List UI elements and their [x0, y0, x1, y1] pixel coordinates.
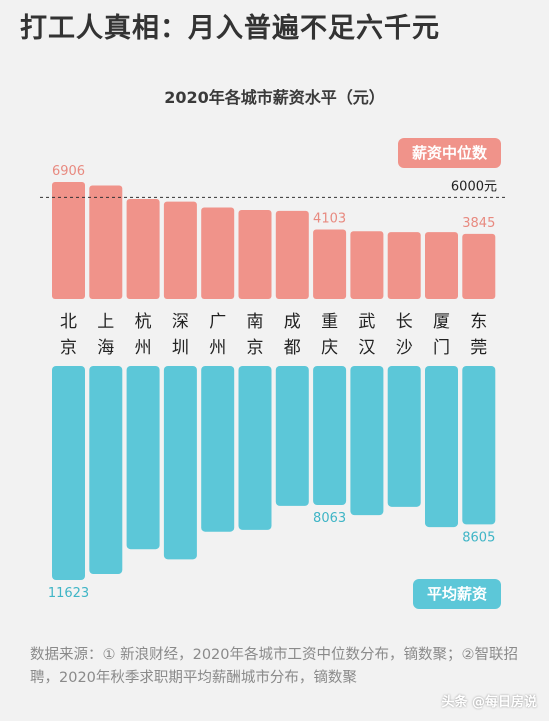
- average-value-label-11: 8605: [462, 530, 495, 545]
- city-label-9-0: 长: [396, 312, 413, 332]
- city-label-2-1: 州: [135, 338, 152, 358]
- median-bar-7: [313, 229, 347, 299]
- median-bar-2: [126, 199, 160, 299]
- median-bar-6: [275, 210, 309, 299]
- watermark: 头条 @每日房说: [441, 695, 537, 710]
- median-bar-5: [238, 210, 272, 299]
- chart-title: 2020年各城市薪资水平（元）: [164, 88, 385, 107]
- average-bar-4: [201, 366, 235, 532]
- city-label-2-0: 杭: [135, 312, 152, 332]
- average-bar-2: [126, 366, 160, 550]
- median-bar-8: [350, 231, 384, 299]
- city-label-5-1: 京: [247, 338, 264, 358]
- city-label-10-1: 门: [433, 338, 450, 358]
- city-label-0-1: 京: [60, 338, 77, 358]
- median-bar-0: [52, 182, 85, 299]
- median-bar-3: [163, 201, 197, 299]
- city-label-9-1: 沙: [396, 338, 413, 358]
- city-label-4-0: 广: [209, 312, 226, 332]
- median-bar-11: [462, 233, 496, 299]
- city-label-7-1: 庆: [321, 338, 338, 358]
- legend-median-badge: 薪资中位数: [397, 138, 501, 168]
- city-label-8-0: 武: [358, 312, 375, 332]
- average-bar-3: [163, 366, 197, 560]
- headline: 打工人真相：月入普遍不足六千元: [20, 13, 440, 44]
- average-bar-6: [275, 366, 309, 506]
- salary-chart: 北京690611623上海杭州深圳广州南京成都重庆41038063武汉长沙厦门东…: [40, 164, 505, 601]
- average-bar-11: [462, 366, 496, 525]
- median-bar-1: [89, 185, 123, 299]
- median-value-label-0: 6906: [52, 164, 85, 179]
- city-label-10-0: 厦: [433, 312, 450, 332]
- reference-line-label: 6000元: [451, 179, 497, 194]
- city-label-11-1: 莞: [470, 338, 487, 358]
- median-bar-9: [387, 232, 421, 299]
- city-label-4-1: 州: [209, 338, 226, 358]
- source-note: 数据来源：① 新浪财经，2020年各城市工资中位数分布，镝数聚；②智联招聘，20…: [30, 647, 519, 686]
- average-bar-7: [313, 366, 347, 506]
- city-label-6-1: 都: [284, 338, 301, 358]
- city-label-7-0: 重: [321, 312, 338, 332]
- average-bar-1: [89, 366, 123, 575]
- median-bar-4: [201, 207, 235, 299]
- city-label-6-0: 成: [284, 312, 301, 332]
- city-label-3-0: 深: [172, 312, 189, 332]
- city-label-5-0: 南: [247, 312, 264, 332]
- city-label-0-0: 北: [60, 312, 77, 332]
- average-value-label-0: 11623: [48, 586, 89, 601]
- city-label-11-0: 东: [470, 312, 487, 332]
- average-bar-8: [350, 366, 384, 516]
- median-value-label-7: 4103: [313, 211, 346, 226]
- city-label-3-1: 圳: [172, 338, 189, 358]
- average-bar-10: [425, 366, 458, 528]
- median-value-label-11: 3845: [462, 216, 495, 231]
- average-bar-0: [52, 366, 85, 580]
- city-label-1-0: 上: [97, 312, 114, 332]
- average-bar-5: [238, 366, 272, 530]
- city-label-1-1: 海: [97, 338, 114, 358]
- city-label-8-1: 汉: [358, 338, 375, 358]
- legend-average-badge: 平均薪资: [412, 579, 501, 609]
- average-bar-9: [387, 366, 421, 507]
- average-value-label-7: 8063: [313, 511, 346, 526]
- median-bar-10: [425, 232, 458, 299]
